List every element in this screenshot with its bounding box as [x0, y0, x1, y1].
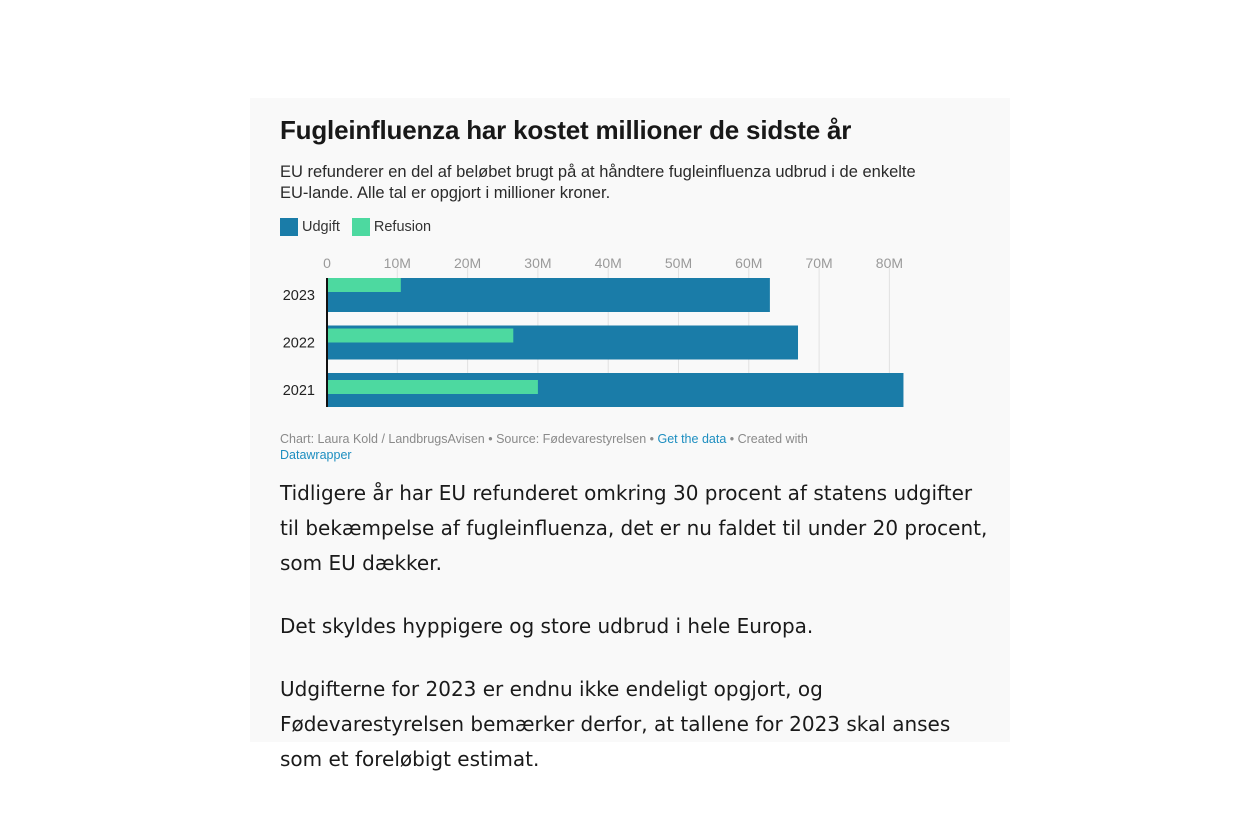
x-tick-label-70M: 70M [805, 255, 832, 271]
x-tick-label-60M: 60M [735, 255, 762, 271]
bar-chart: 0 10M 20M 30M 40M 50M 60M 70M 80M 2023 2022 2021 [283, 255, 904, 407]
x-tick-label-10M: 10M [384, 255, 411, 271]
article-paragraph-2: Det skyldes hyppigere og store udbrud i … [280, 614, 814, 638]
legend-label-udgift: Udgift [302, 219, 340, 235]
x-tick-label-40M: 40M [595, 255, 622, 271]
chart-card: Fugleinfluenza har kostet millioner de s… [250, 98, 1010, 771]
legend-item-udgift: Udgift [280, 218, 340, 236]
bar-refusion-2021 [327, 380, 538, 394]
legend-label-refusion: Refusion [373, 219, 432, 235]
article-paragraph-1: Tidligere år har EU refunderet omkring 3… [280, 481, 988, 575]
x-tick-label-0: 0 [323, 255, 331, 271]
article-paragraph-3: Udgifterne for 2023 er endnu ikke endeli… [280, 677, 951, 771]
chart-title: Fugleinfluenza har kostet millioner de s… [280, 115, 852, 145]
x-tick-label-20M: 20M [454, 255, 481, 271]
bar-refusion-2022 [327, 328, 514, 343]
get-the-data-link[interactable]: Get the data [657, 432, 727, 446]
chart-legend: Udgift Refusion [280, 218, 443, 236]
chart-footer: Chart: Laura Kold / LandbrugsAvisen • So… [280, 431, 880, 463]
bar-refusion-2023 [327, 278, 401, 292]
category-label-2022: 2022 [283, 336, 315, 352]
legend-item-refusion: Refusion [351, 218, 432, 236]
datawrapper-link[interactable]: Datawrapper [280, 448, 352, 462]
footer-credit: Chart: Laura Kold / LandbrugsAvisen • So… [280, 432, 658, 446]
chart-subtitle: EU refunderer en del af beløbet brugt på… [280, 163, 916, 202]
x-tick-label-50M: 50M [665, 255, 692, 271]
legend-swatch-refusion [351, 218, 370, 236]
footer-created-with: • Created with [726, 432, 808, 446]
category-label-2023: 2023 [283, 288, 315, 304]
x-tick-label-30M: 30M [524, 255, 551, 271]
category-label-2021: 2021 [283, 383, 315, 399]
article-body: Tidligere år har EU refunderet omkring 3… [280, 476, 992, 805]
legend-swatch-udgift [280, 218, 298, 236]
x-tick-label-80M: 80M [876, 255, 903, 271]
